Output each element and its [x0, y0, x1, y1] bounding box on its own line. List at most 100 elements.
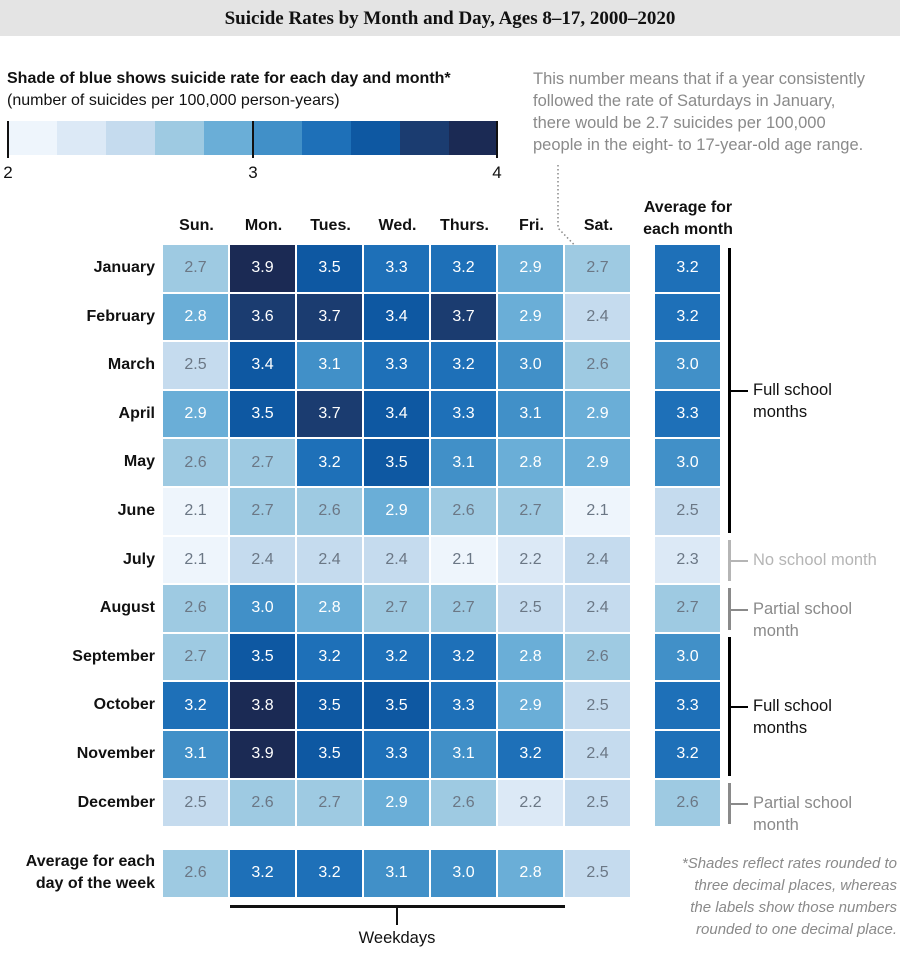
legend-swatch	[400, 121, 449, 155]
school-group-tick	[731, 560, 748, 563]
heatmap-cell: 3.0	[431, 850, 496, 897]
heatmap-cell: 2.7	[655, 585, 720, 632]
row-label: February	[86, 307, 155, 325]
legend-swatch	[449, 121, 498, 155]
heatmap-cell: 3.4	[364, 390, 429, 438]
heatmap-cell: 2.9	[498, 245, 563, 292]
heatmap-cell: 3.9	[230, 245, 295, 292]
row-label: March	[107, 356, 155, 374]
heatmap-cell: 3.9	[230, 731, 295, 778]
school-group-label: Full school months	[753, 379, 832, 423]
heatmap-cell: 3.2	[297, 633, 362, 681]
legend-swatch	[351, 121, 400, 155]
heatmap-cell: 3.1	[297, 342, 362, 389]
school-group-tick	[731, 390, 748, 393]
column-header: Mon.	[244, 217, 283, 234]
legend-swatch	[57, 121, 106, 155]
column-header: Sun.	[179, 217, 214, 234]
school-group-bracket	[728, 539, 731, 582]
heatmap-cell: 3.4	[230, 342, 295, 389]
heatmap-cell: 2.6	[431, 488, 496, 535]
heatmap-cell: 3.5	[297, 731, 362, 778]
heatmap-cell: 3.3	[364, 342, 429, 389]
legend-tick	[496, 121, 498, 158]
heatmap-cell: 2.5	[565, 779, 630, 827]
column-header: Sat.	[583, 217, 614, 234]
column-header: Thurs.	[440, 217, 489, 234]
heatmap-cell: 2.9	[364, 488, 429, 535]
heatmap-cell: 2.3	[655, 536, 720, 584]
heatmap-cell: 2.5	[163, 779, 228, 827]
heatmap-cell: 2.1	[163, 488, 228, 535]
heatmap-cell: 2.1	[565, 488, 630, 535]
annotation-line: This number means that if a year consist…	[533, 70, 865, 88]
day-average-label: Average for each day of the week	[5, 851, 155, 895]
annotation-leader-line	[557, 165, 586, 257]
label-line: month	[753, 816, 799, 835]
heatmap-cell: 2.6	[297, 488, 362, 535]
school-group-bracket	[728, 588, 731, 630]
heatmap-cell: 2.7	[230, 439, 295, 486]
annotation-line: people in the eight- to 17-year-old age …	[533, 136, 864, 154]
school-group-label: Full school months	[753, 695, 832, 739]
label-line: months	[753, 719, 808, 738]
annotation-line: there would be 2.7 suicides per 100,000	[533, 114, 826, 132]
heatmap-cell: 2.5	[565, 850, 630, 897]
legend-swatch	[253, 121, 302, 155]
legend-tick	[252, 121, 254, 158]
school-group-tick	[731, 803, 748, 806]
school-group-tick	[731, 609, 748, 611]
heatmap-cell: 3.7	[297, 293, 362, 341]
school-group-label: Partial school month	[753, 792, 852, 836]
school-group-tick	[731, 706, 748, 709]
school-group-label: No school month	[753, 549, 877, 571]
row-label: September	[72, 647, 155, 665]
heatmap-cell: 3.1	[431, 439, 496, 486]
heatmap-cell: 2.5	[163, 342, 228, 389]
heatmap-cell: 2.7	[163, 633, 228, 681]
legend-tick-label: 4	[492, 163, 502, 182]
month-average-header: Average for each month	[640, 197, 736, 241]
heatmap-cell: 3.1	[498, 390, 563, 438]
heatmap-cell: 3.2	[431, 342, 496, 389]
heatmap-cell: 2.4	[565, 293, 630, 341]
row-label: July	[122, 550, 155, 568]
footnote: *Shades reflect rates rounded to three d…	[620, 853, 897, 941]
heatmap-cell: 3.2	[297, 439, 362, 486]
heatmap-cell: 2.5	[498, 585, 563, 632]
label-line: Partial school	[753, 600, 853, 618]
school-group-bracket	[728, 248, 731, 533]
heatmap-cell: 3.3	[655, 390, 720, 438]
heatmap-cell: 2.1	[431, 536, 496, 584]
heatmap-cell: 3.0	[655, 633, 720, 681]
heatmap-cell: 3.0	[655, 439, 720, 486]
heatmap-cell: 2.7	[163, 245, 228, 292]
legend-subtitle: (number of suicides per 100,000 person-y…	[7, 92, 340, 109]
row-label: May	[123, 453, 155, 471]
row-label: June	[117, 502, 155, 519]
footnote-line: the labels show those numbers	[690, 899, 897, 916]
heatmap-cell: 3.2	[431, 245, 496, 292]
heatmap-cell: 2.5	[565, 682, 630, 729]
label-line: day of the week	[35, 875, 155, 892]
heatmap-cell: 3.3	[431, 682, 496, 729]
heatmap-cell: 2.6	[565, 633, 630, 681]
legend-swatch	[106, 121, 155, 155]
heatmap-cell: 2.6	[431, 779, 496, 827]
heatmap-cell: 3.1	[163, 731, 228, 778]
heatmap-cell: 2.4	[565, 585, 630, 632]
heatmap-cell: 3.0	[655, 342, 720, 389]
legend-tick	[7, 121, 9, 158]
column-header: Wed.	[378, 217, 417, 234]
weekdays-label: Weekdays	[358, 929, 436, 947]
heatmap-cell: 2.6	[565, 342, 630, 389]
heatmap-cell: 3.2	[230, 850, 295, 897]
heatmap-cell: 3.7	[297, 390, 362, 438]
heatmap-cell: 3.2	[655, 293, 720, 341]
heatmap-cell: 3.2	[655, 245, 720, 292]
heatmap-cell: 2.9	[498, 682, 563, 729]
heatmap-cell: 3.6	[230, 293, 295, 341]
heatmap-cell: 2.4	[565, 536, 630, 584]
legend-tick-label: 2	[3, 163, 13, 182]
heatmap-cell: 3.0	[230, 585, 295, 632]
